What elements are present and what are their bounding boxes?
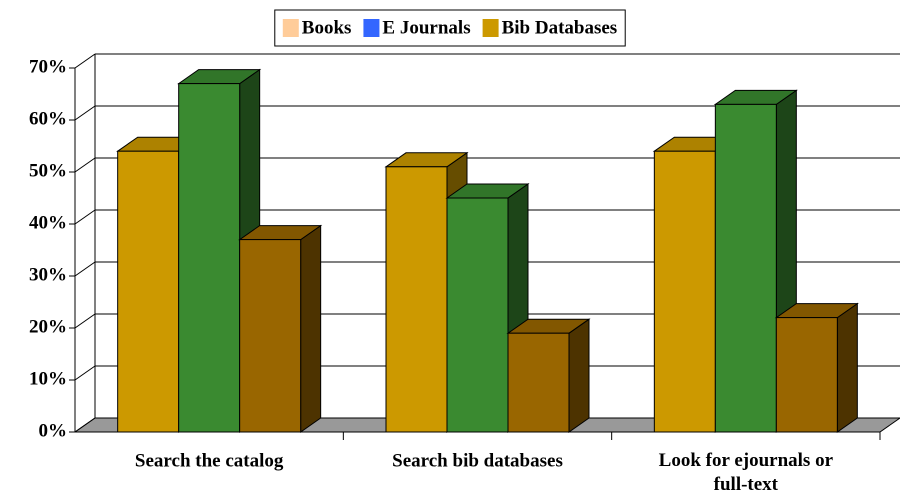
- grid-line-side: [74, 157, 96, 173]
- bar-side: [836, 302, 858, 433]
- y-tick-label: 50%: [29, 160, 67, 181]
- y-tick-label: 0%: [39, 420, 68, 441]
- legend-label: Books: [302, 17, 352, 38]
- bar: [238, 224, 323, 433]
- y-tick-label: 40%: [29, 212, 67, 233]
- bar: [713, 89, 798, 433]
- x-tick-label: Search the catalog: [135, 450, 284, 471]
- y-tick-label: 70%: [29, 56, 67, 77]
- legend-label: E Journals: [382, 17, 470, 38]
- legend-swatch: [363, 19, 380, 37]
- y-tick-label: 30%: [29, 264, 67, 285]
- bar-front: [507, 332, 570, 433]
- bar: [506, 318, 591, 433]
- y-tick-label: 20%: [29, 316, 67, 337]
- bar-side: [568, 318, 590, 433]
- x-tick-label: Search bib databases: [392, 450, 563, 471]
- legend-swatch: [482, 19, 499, 37]
- bar-front: [239, 239, 302, 433]
- legend-label: Bib Databases: [502, 17, 618, 38]
- bar-front: [775, 317, 838, 433]
- bar: [774, 302, 859, 433]
- grid-line-side: [74, 53, 96, 69]
- grid-line-side: [74, 313, 96, 329]
- bar-front: [117, 150, 180, 433]
- bar-front: [714, 103, 777, 433]
- bar-front: [178, 83, 241, 433]
- legend: Books E Journals Bib Databases: [274, 9, 626, 47]
- y-tick-label: 60%: [29, 108, 67, 129]
- legend-swatch: [282, 19, 299, 37]
- grid-line-side: [74, 365, 96, 381]
- bar-front: [385, 166, 448, 433]
- grid-line-side: [74, 209, 96, 225]
- bar-side: [300, 224, 322, 433]
- y-tick-label: 10%: [29, 368, 67, 389]
- grid-line-side: [74, 417, 96, 433]
- legend-box: [274, 9, 626, 47]
- x-tick-label: Look for ejournals or full-text: [659, 450, 834, 495]
- grid-line-side: [74, 105, 96, 121]
- bar-front: [653, 150, 716, 433]
- bar-front: [446, 197, 509, 433]
- grid-line-side: [74, 261, 96, 277]
